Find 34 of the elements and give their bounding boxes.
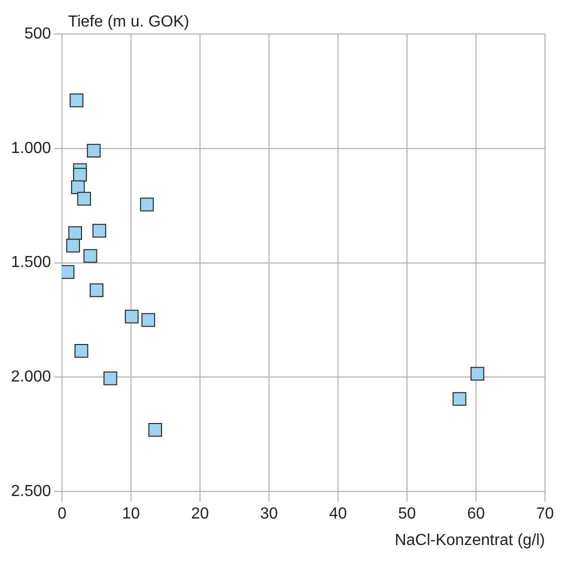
x-tick-label: 10 bbox=[122, 506, 140, 523]
point bbox=[141, 313, 156, 327]
point bbox=[83, 249, 98, 263]
point bbox=[68, 226, 82, 240]
point bbox=[140, 198, 154, 212]
x-axis-title: NaCl-Konzentrat (g/l) bbox=[394, 532, 545, 549]
x-tick-label: 40 bbox=[329, 506, 348, 523]
point bbox=[62, 265, 74, 279]
x-tick-label: 30 bbox=[260, 506, 278, 523]
point bbox=[90, 283, 104, 298]
x-tick-label: 50 bbox=[398, 506, 416, 523]
y-tick-label: 1.000 bbox=[10, 140, 52, 157]
point bbox=[124, 310, 139, 324]
x-tick-label: 0 bbox=[58, 506, 67, 523]
y-tick-label: 500 bbox=[24, 25, 52, 42]
point bbox=[73, 168, 87, 182]
x-tick-label: 20 bbox=[191, 506, 210, 523]
point bbox=[470, 366, 484, 381]
y-tick-label: 1.500 bbox=[10, 254, 52, 272]
point bbox=[74, 344, 88, 358]
x-tick-label: 60 bbox=[467, 506, 486, 523]
point bbox=[86, 144, 101, 158]
point bbox=[71, 180, 85, 194]
y-tick-label: 2.000 bbox=[10, 368, 52, 386]
point bbox=[452, 392, 466, 406]
point bbox=[92, 224, 106, 238]
point bbox=[66, 238, 80, 253]
point bbox=[77, 192, 91, 206]
point bbox=[70, 93, 84, 108]
x-tick-label: 70 bbox=[536, 506, 554, 523]
point bbox=[103, 371, 118, 386]
point bbox=[148, 422, 162, 437]
y-tick-label: 2.500 bbox=[10, 483, 52, 500]
y-axis-title: Tiefe (m u. GOK) bbox=[68, 13, 190, 30]
